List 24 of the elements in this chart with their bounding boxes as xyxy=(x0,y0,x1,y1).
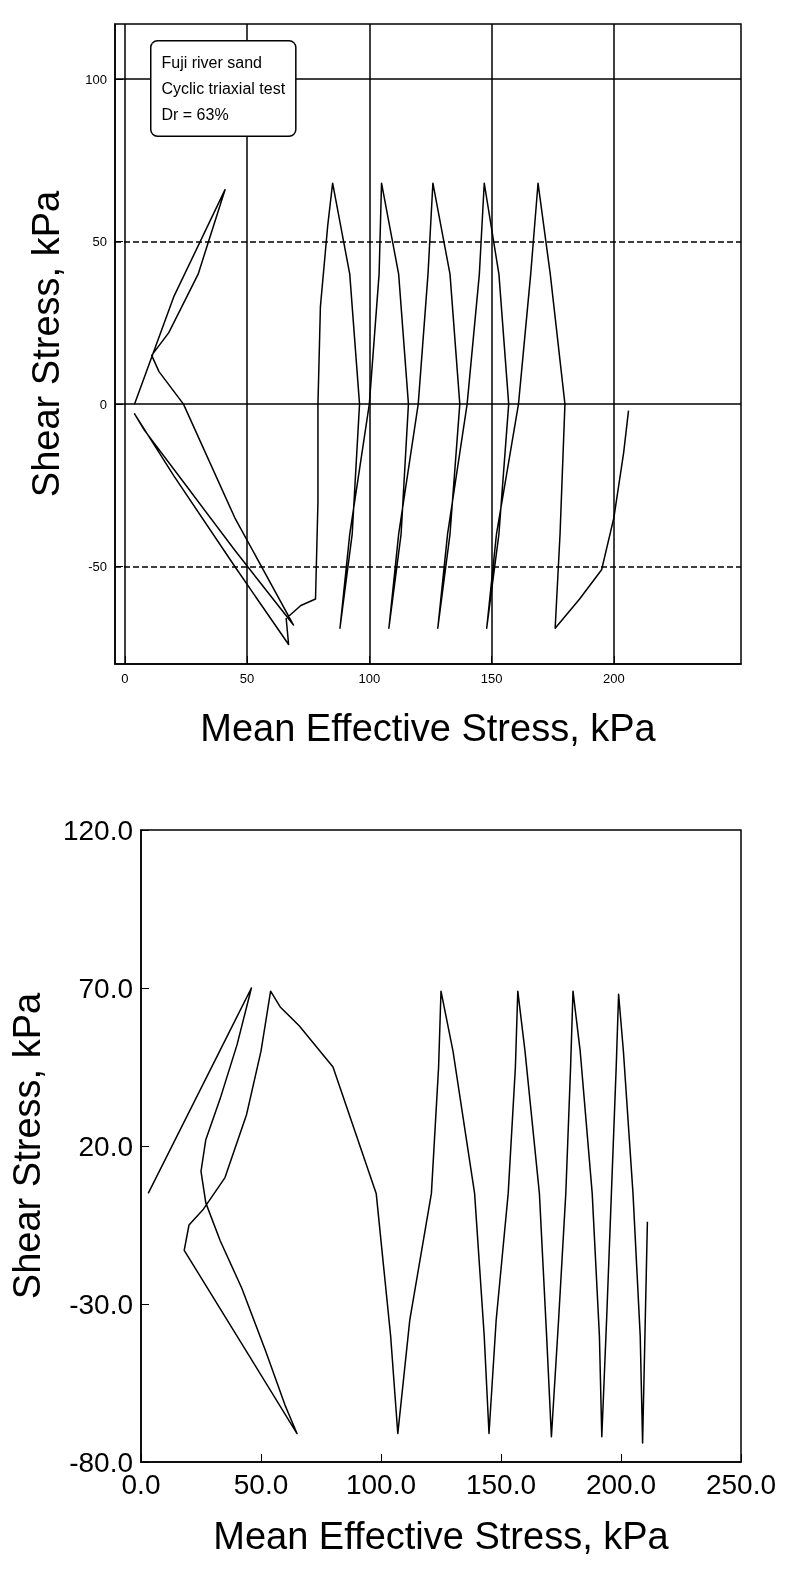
y-tick-label: 20.0 xyxy=(78,1130,133,1162)
x-tick-label: 100 xyxy=(358,671,381,686)
annotation: Dr = 63% xyxy=(161,106,229,123)
x-tick-label: 100.0 xyxy=(345,1468,417,1500)
y-tick-label: -30.0 xyxy=(69,1288,133,1320)
y-tick-label: 50 xyxy=(92,234,107,250)
x-tick-label: 200 xyxy=(602,671,625,686)
annotation: Fuji river sand xyxy=(161,54,262,71)
x-axis-title: Mean Effective Stress, kPa xyxy=(213,1515,670,1557)
x-axis-title: Mean Effective Stress, kPa xyxy=(200,707,657,749)
x-tick-label: 200.0 xyxy=(585,1468,657,1500)
y-tick-label: 70.0 xyxy=(78,972,133,1004)
x-tick-label: 150 xyxy=(480,671,503,686)
y-tick-label: 0 xyxy=(99,396,107,412)
x-tick-label: 250.0 xyxy=(705,1468,777,1500)
y-axis-title: Shear Stress, kPa xyxy=(25,190,67,498)
x-tick-label: 50 xyxy=(239,671,255,686)
x-tick-label: 150.0 xyxy=(465,1468,537,1500)
annotation: Cyclic triaxial test xyxy=(161,80,286,97)
y-axis-title: Shear Stress, kPa xyxy=(6,992,48,1300)
y-tick-label: 120.0 xyxy=(62,814,133,846)
y-tick-label: -50 xyxy=(88,559,107,575)
y-tick-label: 100 xyxy=(85,71,107,87)
x-tick-label: 50.0 xyxy=(233,1468,289,1500)
